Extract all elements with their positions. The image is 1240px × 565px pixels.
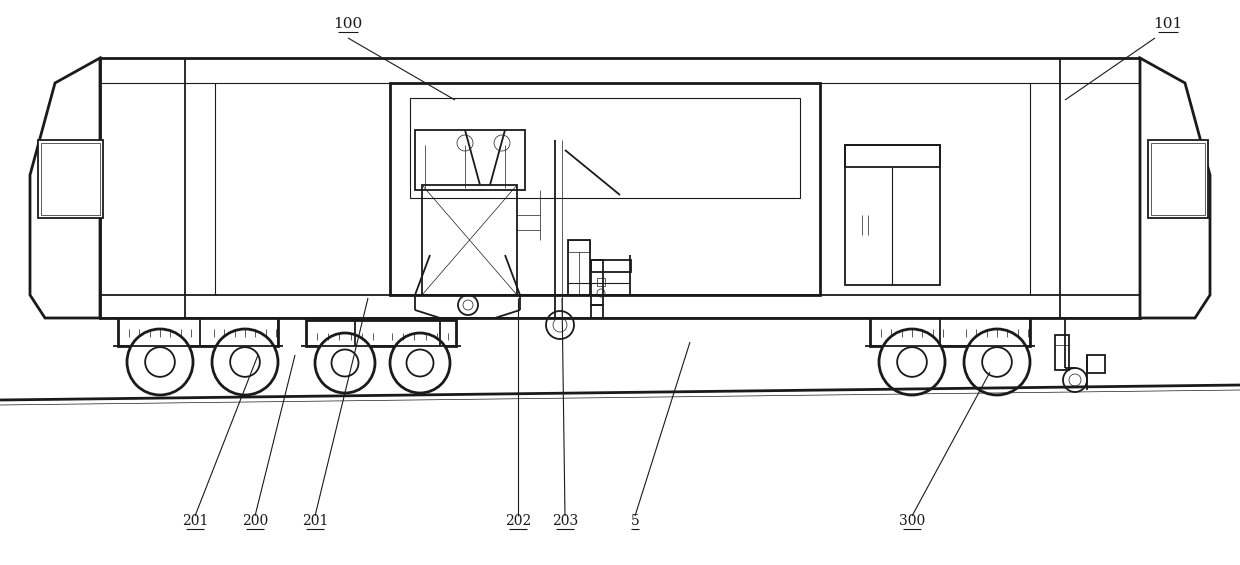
Text: 201: 201	[182, 514, 208, 528]
Bar	[100, 58, 1140, 318]
Circle shape	[963, 329, 1030, 395]
Circle shape	[1063, 368, 1087, 392]
Bar	[844, 145, 940, 167]
Text: 203: 203	[552, 514, 578, 528]
Bar	[38, 140, 103, 218]
Bar	[591, 260, 603, 305]
Bar	[591, 305, 603, 318]
Bar	[596, 278, 605, 286]
Circle shape	[879, 329, 945, 395]
Bar	[118, 318, 278, 346]
Circle shape	[315, 333, 374, 393]
Text: 100: 100	[334, 17, 362, 31]
Bar	[41, 143, 100, 215]
Text: 5: 5	[631, 514, 640, 528]
Bar	[1087, 355, 1105, 373]
Bar	[391, 83, 820, 295]
Text: 202: 202	[505, 514, 531, 528]
Circle shape	[212, 329, 278, 395]
Bar	[422, 185, 517, 295]
Text: 200: 200	[242, 514, 268, 528]
Polygon shape	[30, 58, 100, 318]
Text: 101: 101	[1153, 17, 1183, 31]
Text: 300: 300	[899, 514, 925, 528]
Bar	[568, 240, 590, 252]
Circle shape	[126, 329, 193, 395]
Bar	[306, 320, 456, 346]
Bar	[1151, 143, 1205, 215]
Bar	[1148, 140, 1208, 218]
Text: 201: 201	[301, 514, 329, 528]
Bar	[844, 145, 940, 285]
Circle shape	[391, 333, 450, 393]
Bar	[410, 98, 800, 198]
Bar	[100, 295, 1140, 318]
Bar	[870, 318, 1030, 346]
Bar	[1055, 335, 1069, 370]
Bar	[591, 260, 631, 272]
Bar	[568, 240, 590, 295]
Bar	[415, 130, 525, 190]
Polygon shape	[1140, 58, 1210, 318]
